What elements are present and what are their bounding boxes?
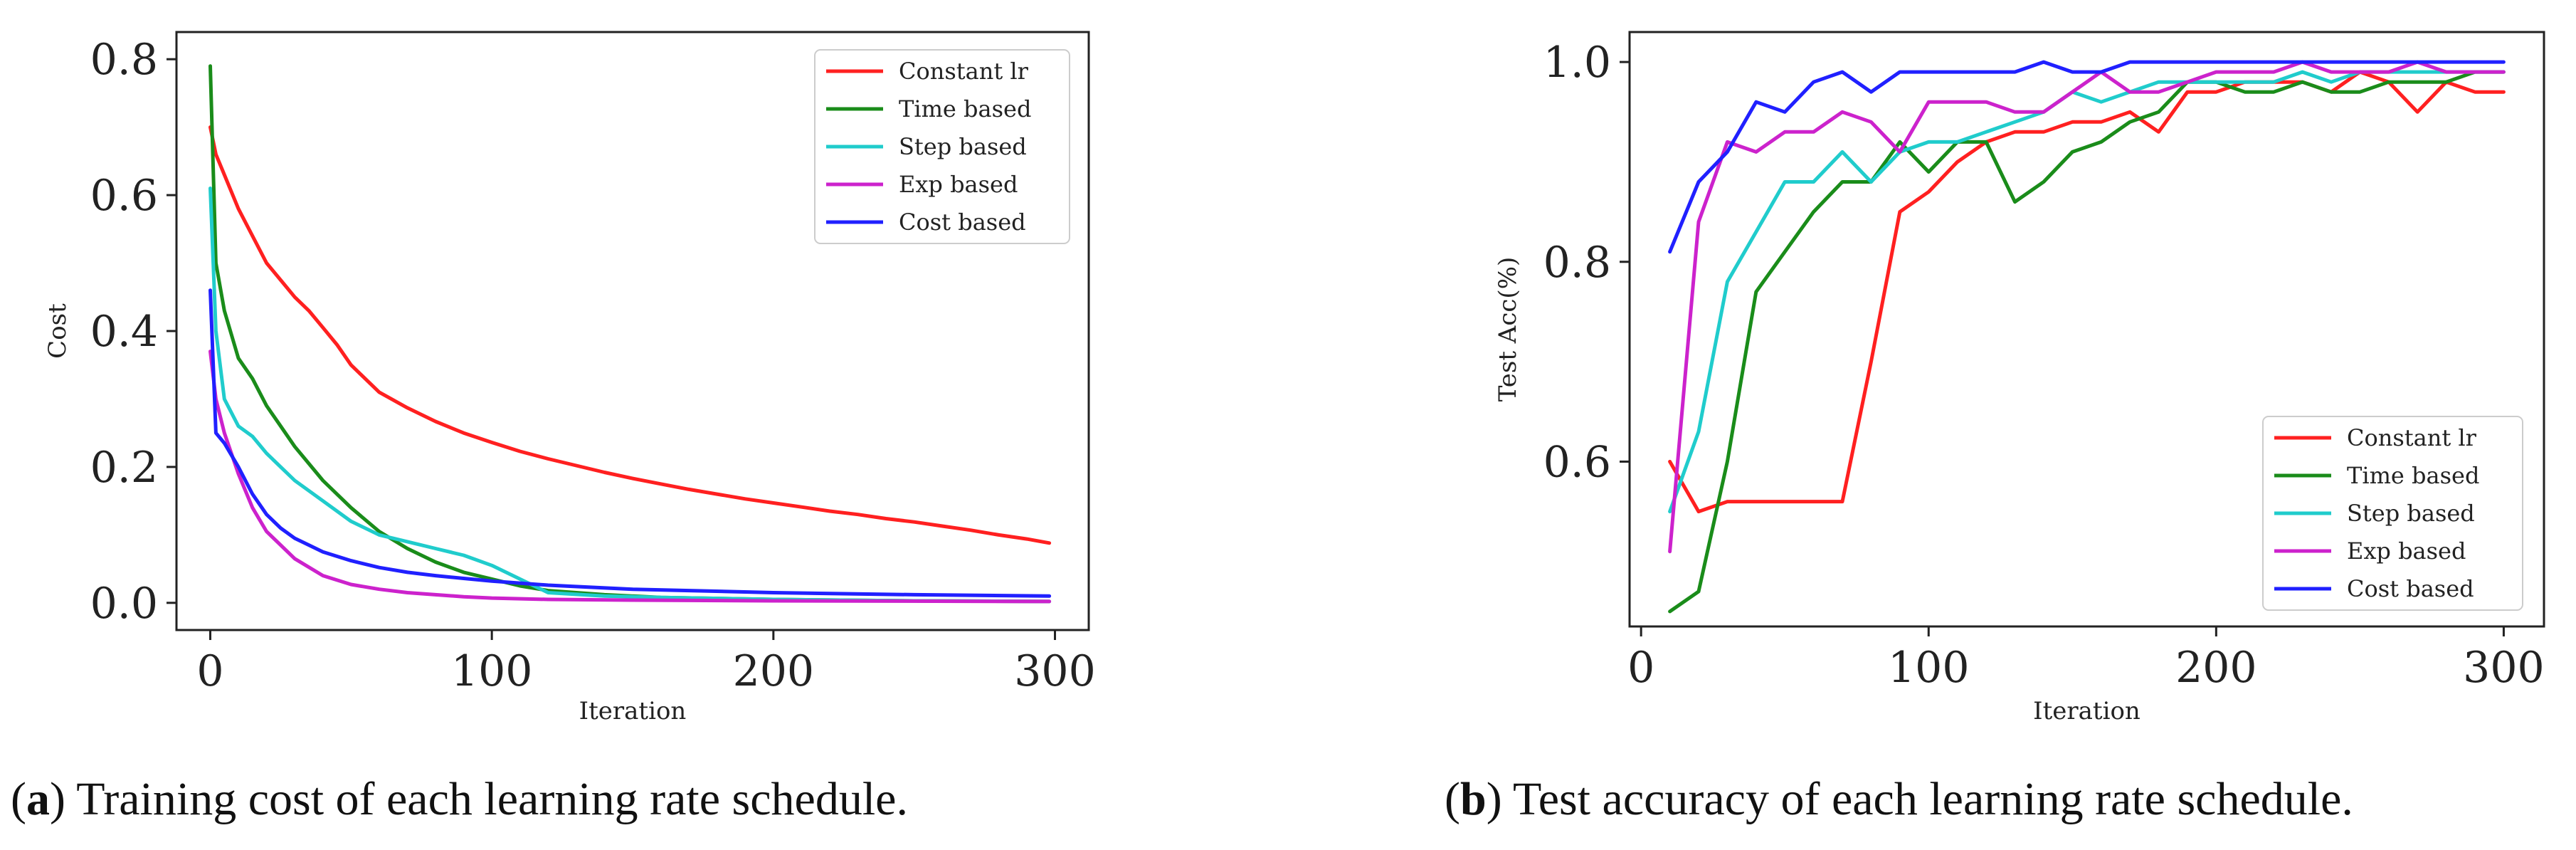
series-line-exp-based [1668,60,2506,554]
legend-label-exp-based: Exp based [2347,537,2466,565]
legend-label-cost-based: Cost based [2347,575,2474,602]
series-line-cost-based [208,288,1052,598]
plot-frame [1628,31,2545,628]
legend-label-time-based: Time based [899,95,1031,122]
x-tick-label: 100 [1888,643,1970,693]
x-tick-label: 200 [2175,643,2257,693]
caption-b-letter: b [1459,773,1487,825]
x-tick-label: 0 [1627,643,1654,693]
x-tick-label: 300 [2463,643,2545,693]
y-tick-label: 0.6 [1543,437,1611,487]
x-tick-label: 0 [196,646,223,696]
caption-b-text: Test accuracy of each learning rate sche… [1513,773,2353,825]
legend-label-exp-based: Exp based [899,171,1018,198]
series-line-time-based [1668,70,2506,614]
legend [2262,416,2523,611]
legend [814,49,1070,244]
legend-label-step-based: Step based [2347,500,2475,527]
x-tick-label: 200 [733,646,815,696]
legend-label-step-based: Step based [899,133,1027,160]
accuracy-chart: 0 100 200 300 0.6 0.8 1.0 Iteration Test Acc(%) C… [1494,31,2545,725]
legend-label-cost-based: Cost based [899,209,1026,236]
x-axis-label: Iteration [2033,697,2140,725]
legend-label-time-based: Time based [2347,462,2479,489]
x-tick-label: 300 [1014,646,1096,696]
x-axis-label: Iteration [579,697,687,725]
legend-label-constant-lr: Constant lr [2347,424,2477,451]
caption-a-text: Training cost of each learning rate sche… [76,773,908,825]
caption-b: (b) Test accuracy of each learning rate … [1445,773,2353,825]
caption-a: (a) Training cost of each learning rate … [11,773,908,825]
series-line-cost-based [1668,60,2506,254]
y-tick-label: 0.6 [90,171,158,221]
series-line-exp-based [208,350,1052,604]
legend-label-constant-lr: Constant lr [899,58,1029,85]
y-tick-label: 0.0 [90,579,158,629]
x-tick-label: 100 [451,646,533,696]
cost-chart: 0 100 200 300 0.0 0.2 0.4 0.6 0.8 Iteration Cost Co… [43,31,1096,725]
caption-a-letter: a [26,773,50,825]
series-line-constant-lr [208,125,1052,545]
y-tick-label: 0.8 [90,35,158,85]
y-tick-label: 0.8 [1543,238,1611,288]
y-tick-label: 0.4 [90,307,158,357]
series-line-step-based [208,187,1052,604]
y-axis-label: Cost [43,303,72,359]
y-tick-label: 1.0 [1543,38,1611,88]
y-axis-label: Test Acc(%) [1494,257,1522,402]
y-tick-label: 0.2 [90,443,158,493]
